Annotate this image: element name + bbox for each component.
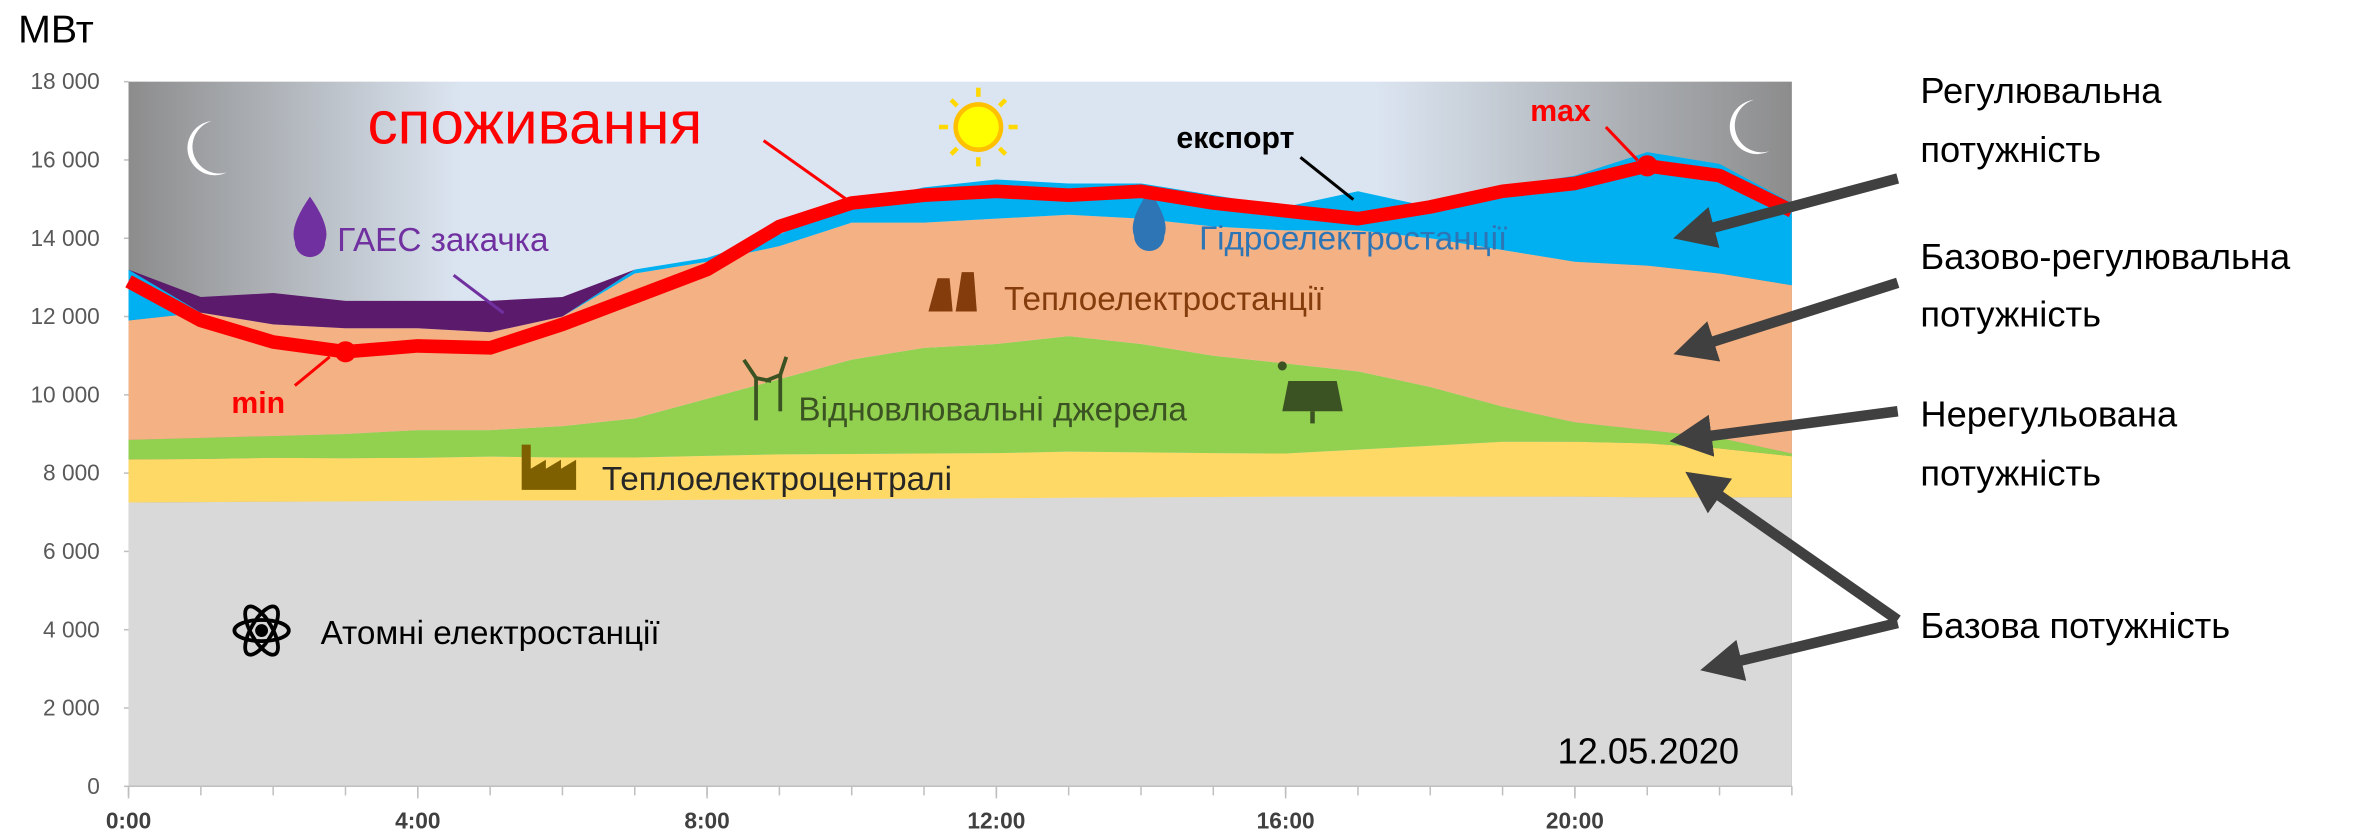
leader-line xyxy=(1299,156,1355,201)
x-tick-label: 4:00 xyxy=(395,808,440,834)
leader-line xyxy=(452,274,505,315)
capacity-label: потужність xyxy=(1920,294,2101,335)
y-tick-label: 10 000 xyxy=(30,381,99,407)
x-tick-label: 20:00 xyxy=(1546,808,1604,834)
min-label: min xyxy=(231,387,285,420)
capacity-label: Регулювальна xyxy=(1920,70,2162,111)
icons xyxy=(187,87,1770,657)
leader-line xyxy=(293,355,331,387)
extreme-marker xyxy=(1636,155,1658,177)
area xyxy=(128,496,1792,787)
capacity-label: Базово-регулювальна xyxy=(1920,236,2291,277)
area xyxy=(128,214,1792,454)
drop-icon xyxy=(1132,190,1166,252)
thermal-plant-icon xyxy=(928,272,977,312)
arrow xyxy=(1673,277,1900,362)
series-label: Атомні електростанції xyxy=(321,615,660,652)
arrow xyxy=(1685,471,1901,625)
x-tick-label: 12:00 xyxy=(967,808,1025,834)
y-tick-label: 0 xyxy=(87,773,100,799)
y-tick-label: 2 000 xyxy=(43,695,100,721)
atom-icon xyxy=(232,604,291,657)
sun-icon xyxy=(939,87,1018,167)
area xyxy=(128,336,1792,460)
series-label: споживання xyxy=(367,89,702,157)
series-label: Відновлювальні джерела xyxy=(798,391,1187,428)
leader-line xyxy=(762,139,848,201)
wind-icon xyxy=(742,356,789,421)
series-label: Гідроелектростанції xyxy=(1199,221,1507,258)
arrow xyxy=(1700,617,1899,681)
y-tick-label: 14 000 xyxy=(30,225,99,251)
y-tick-label: 8 000 xyxy=(43,460,100,486)
consumption-line xyxy=(125,159,1795,359)
capacity-label: Базова потужність xyxy=(1920,605,2230,646)
y-axis-label: МВт xyxy=(18,7,94,51)
y-tick-label: 16 000 xyxy=(30,147,99,173)
date-label: 12.05.2020 xyxy=(1557,731,1739,772)
series-label: Теплоелектроцентралі xyxy=(602,461,952,498)
arrow xyxy=(1673,173,1900,248)
x-tick-label: 0:00 xyxy=(106,808,151,834)
series-label: Теплоелектростанції xyxy=(1004,281,1324,318)
y-tick-label: 12 000 xyxy=(30,303,99,329)
capacity-label: потужність xyxy=(1920,452,2101,493)
drop-icon xyxy=(293,196,327,258)
y-tick-label: 6 000 xyxy=(43,538,100,564)
x-tick-label: 16:00 xyxy=(1257,808,1315,834)
area xyxy=(128,152,1792,333)
y-tick-label: 18 000 xyxy=(30,68,99,94)
capacity-label: потужність xyxy=(1920,129,2101,170)
extreme-marker xyxy=(334,341,357,363)
x-tick-label: 8:00 xyxy=(684,808,729,834)
capacity-label: Нерегульована xyxy=(1920,393,2178,434)
area xyxy=(128,152,1792,333)
max-label: max xyxy=(1530,95,1591,128)
arrow xyxy=(1669,406,1899,457)
leader-line xyxy=(1604,125,1639,162)
arrows xyxy=(1669,173,1901,681)
series-label: ГАЕС закачка xyxy=(337,222,549,259)
solar-icon xyxy=(1277,361,1343,424)
export-label: експорт xyxy=(1176,122,1294,155)
y-tick-label: 4 000 xyxy=(43,616,100,642)
chp-icon xyxy=(521,444,577,490)
